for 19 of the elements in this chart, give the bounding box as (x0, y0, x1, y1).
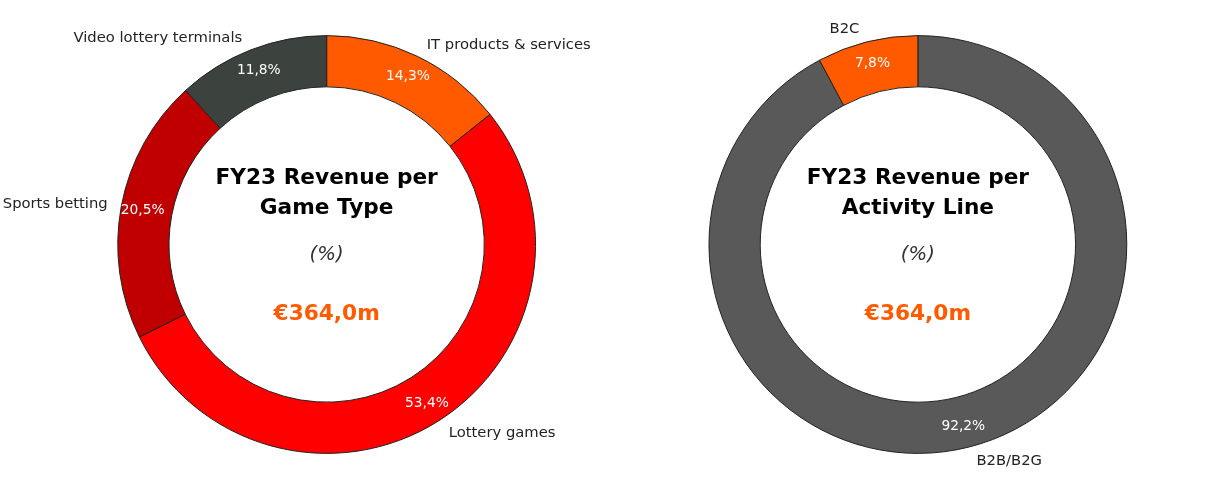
text: €364,0m (272, 300, 380, 326)
slice-label: B2C (829, 19, 860, 37)
slice-label: Lottery games (448, 423, 556, 441)
text: €364,0m (863, 300, 971, 326)
data-label: 11,8% (236, 60, 281, 77)
donut-slice (708, 35, 1128, 454)
data-label: 53,4% (405, 393, 449, 410)
text: FY23 Revenue per Activity Line (806, 164, 1030, 219)
slice-label: Video lottery terminals (73, 27, 243, 45)
slice-label: Sports betting (2, 194, 108, 212)
text: (%) (309, 242, 344, 266)
data-label: 14,3% (386, 66, 430, 83)
data-label: 7,8% (854, 53, 890, 70)
slice-label: IT products & services (426, 34, 591, 52)
data-label: 20,5% (120, 200, 165, 217)
text: FY23 Revenue per Game Type (215, 164, 439, 219)
data-label: 92,2% (941, 417, 986, 434)
slice-label: B2B/B2G (976, 451, 1042, 469)
text: (%) (900, 242, 935, 266)
